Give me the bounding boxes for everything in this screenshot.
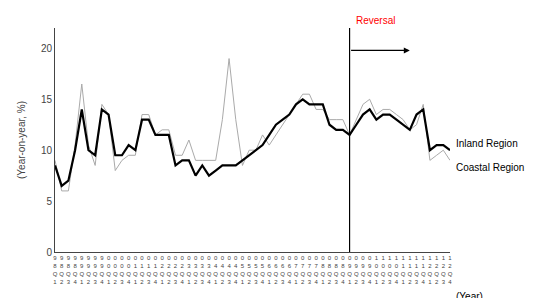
svg-text:00Q4: 00Q4 [126,255,131,284]
svg-text:02Q2: 02Q2 [166,255,171,284]
svg-text:08Q4: 08Q4 [341,255,346,284]
svg-text:98Q2: 98Q2 [59,255,64,284]
svg-text:09Q2: 09Q2 [354,255,359,284]
svg-text:01Q1: 01Q1 [133,255,138,284]
svg-text:06Q3: 06Q3 [280,255,285,284]
svg-text:98Q4: 98Q4 [73,255,78,284]
svg-text:Coastal Region: Coastal Region [456,162,524,173]
svg-text:99Q2: 99Q2 [86,255,91,284]
svg-text:02Q3: 02Q3 [173,255,178,284]
svg-text:(Year-on-year, %): (Year-on-year, %) [16,101,27,179]
svg-text:03Q1: 03Q1 [187,255,192,284]
svg-text:08Q3: 08Q3 [334,255,339,284]
svg-text:12Q1: 12Q1 [428,255,433,284]
svg-text:(Year): (Year) [456,291,483,298]
svg-text:10: 10 [41,145,53,156]
svg-text:07Q4: 07Q4 [314,255,319,284]
svg-text:10Q2: 10Q2 [381,255,386,284]
svg-text:0: 0 [46,247,52,258]
svg-text:03Q2: 03Q2 [193,255,198,284]
svg-text:00Q3: 00Q3 [120,255,125,284]
svg-text:02Q1: 02Q1 [160,255,165,284]
svg-text:04Q3: 04Q3 [227,255,232,284]
svg-text:05Q3: 05Q3 [254,255,259,284]
svg-text:03Q4: 03Q4 [207,255,212,284]
svg-text:15: 15 [41,94,53,105]
svg-text:04Q4: 04Q4 [233,255,238,284]
svg-text:05Q1: 05Q1 [240,255,245,284]
svg-text:08Q1: 08Q1 [320,255,325,284]
svg-text:07Q3: 07Q3 [307,255,312,284]
svg-text:10Q1: 10Q1 [374,255,379,284]
svg-text:11Q3: 11Q3 [414,255,419,284]
svg-text:98Q1: 98Q1 [53,255,58,284]
svg-text:12Q3: 12Q3 [441,255,446,284]
svg-text:08Q2: 08Q2 [327,255,332,284]
svg-text:10Q4: 10Q4 [394,255,399,284]
svg-text:05Q2: 05Q2 [247,255,252,284]
svg-text:11Q1: 11Q1 [401,255,406,284]
svg-text:01Q2: 01Q2 [140,255,145,284]
svg-text:20: 20 [41,43,53,54]
svg-text:Inland Region: Inland Region [456,138,518,149]
svg-text:11Q2: 11Q2 [407,255,412,284]
svg-text:04Q2: 04Q2 [220,255,225,284]
svg-text:05Q4: 05Q4 [260,255,265,284]
svg-text:07Q1: 07Q1 [294,255,299,284]
svg-text:99Q4: 99Q4 [100,255,105,284]
svg-text:07Q2: 07Q2 [300,255,305,284]
svg-text:99Q3: 99Q3 [93,255,98,284]
svg-text:01Q4: 01Q4 [153,255,158,284]
svg-text:09Q1: 09Q1 [347,255,352,284]
svg-text:5: 5 [46,196,52,207]
svg-text:Reversal: Reversal [356,15,395,26]
svg-text:09Q4: 09Q4 [367,255,372,284]
svg-text:01Q3: 01Q3 [146,255,151,284]
svg-text:12Q4: 12Q4 [448,255,453,284]
svg-text:00Q1: 00Q1 [106,255,111,284]
svg-text:99Q1: 99Q1 [79,255,84,284]
svg-text:06Q4: 06Q4 [287,255,292,284]
svg-text:12Q2: 12Q2 [434,255,439,284]
svg-text:03Q3: 03Q3 [200,255,205,284]
svg-text:06Q1: 06Q1 [267,255,272,284]
svg-text:04Q1: 04Q1 [213,255,218,284]
svg-text:10Q3: 10Q3 [387,255,392,284]
svg-text:06Q2: 06Q2 [274,255,279,284]
svg-text:00Q2: 00Q2 [113,255,118,284]
svg-text:11Q4: 11Q4 [421,255,426,284]
svg-text:98Q3: 98Q3 [66,255,71,284]
svg-text:09Q3: 09Q3 [361,255,366,284]
svg-text:02Q4: 02Q4 [180,255,185,284]
